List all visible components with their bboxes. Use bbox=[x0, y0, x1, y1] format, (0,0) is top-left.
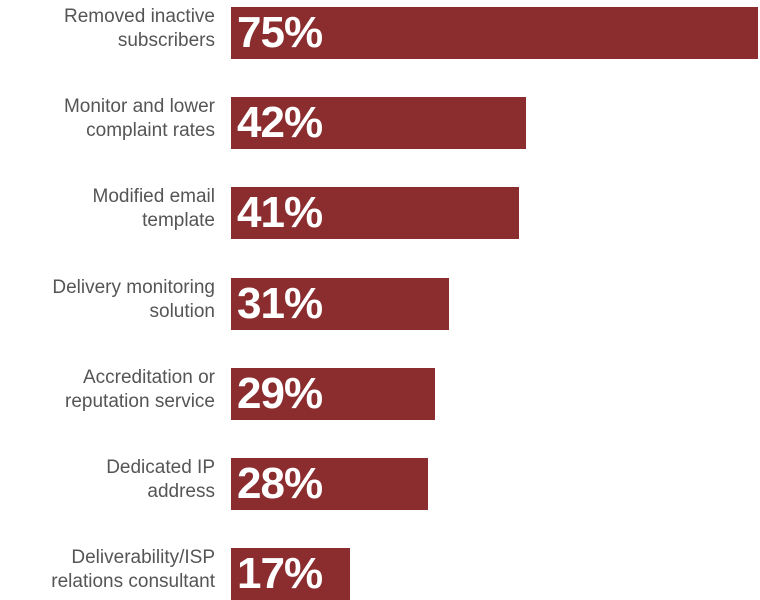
category-label: Modified email template bbox=[0, 185, 216, 233]
category-label-line: subscribers bbox=[117, 30, 215, 51]
bar: 75% bbox=[231, 7, 758, 59]
category-label: Delivery monitoring solution bbox=[0, 276, 215, 324]
bar: 41% bbox=[231, 187, 519, 240]
category-label-line: Modified email bbox=[92, 186, 216, 208]
category-label-line: Accreditation or bbox=[82, 366, 215, 388]
category-label: Accreditation or reputation service bbox=[0, 366, 215, 414]
category-label-line: template bbox=[142, 210, 215, 232]
category-label-line: Deliverability/ISP bbox=[71, 547, 215, 569]
bar-value-label: 41% bbox=[237, 188, 323, 238]
category-label: Monitor and lower complaint rates bbox=[0, 95, 215, 143]
category-label-line: Dedicated IP bbox=[106, 457, 215, 478]
category-label: Removed inactive subscribers bbox=[0, 5, 215, 53]
bar: 31% bbox=[231, 277, 449, 330]
category-label: Deliverability/ISP relations consultant bbox=[0, 546, 215, 594]
category-label-line: complaint rates bbox=[86, 120, 215, 142]
bar: 28% bbox=[231, 458, 428, 510]
bar-value-label: 31% bbox=[237, 278, 323, 328]
bar: 29% bbox=[231, 367, 435, 420]
bar-value-label: 29% bbox=[237, 368, 323, 418]
category-label-line: reputation service bbox=[65, 390, 215, 412]
bar: 42% bbox=[231, 97, 526, 150]
bar: 17% bbox=[231, 548, 350, 600]
category-label-line: relations consultant bbox=[51, 571, 215, 593]
category-label: Dedicated IP address bbox=[0, 456, 215, 504]
category-label-line: Removed inactive bbox=[63, 6, 215, 27]
bar-value-label: 42% bbox=[237, 98, 323, 148]
bar-value-label: 75% bbox=[237, 8, 323, 57]
category-label-line: Delivery monitoring bbox=[52, 276, 215, 298]
category-label-line: address bbox=[147, 481, 215, 502]
category-label-line: Monitor and lower bbox=[63, 96, 215, 118]
bar-value-label: 17% bbox=[237, 549, 323, 599]
category-label-line: solution bbox=[149, 300, 216, 322]
bar-value-label: 28% bbox=[237, 459, 323, 508]
